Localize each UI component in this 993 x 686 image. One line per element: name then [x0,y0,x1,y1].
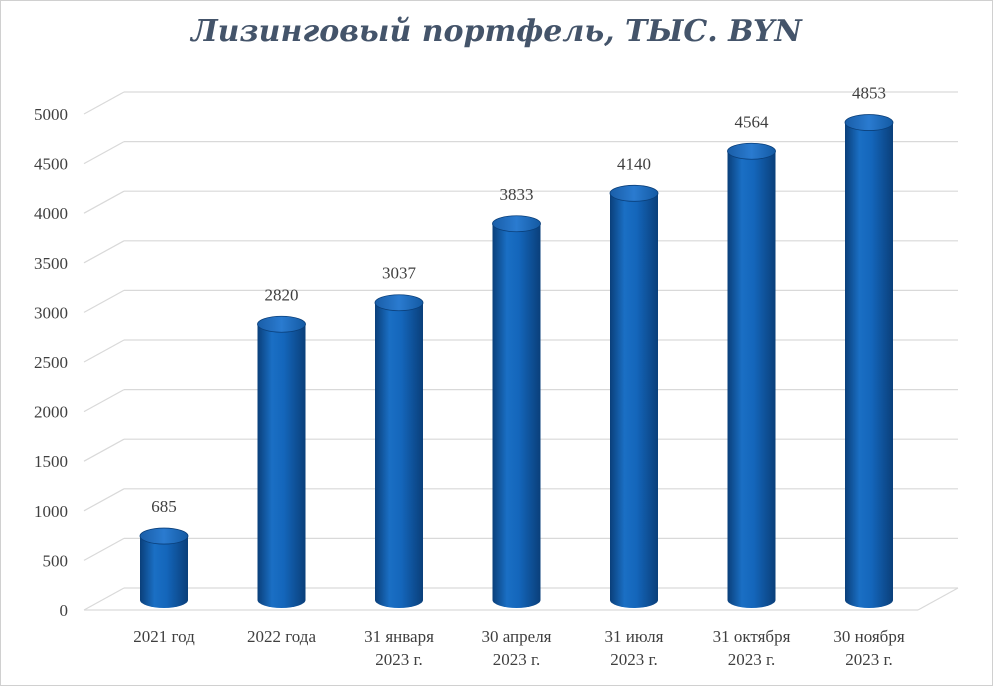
data-label: 4853 [852,84,886,103]
gridline [83,190,958,214]
bar [374,294,424,608]
bar [609,184,659,608]
data-label: 3833 [500,185,534,204]
y-tick-label: 2500 [34,353,68,372]
bar [139,527,189,608]
x-tick-label: 2022 года [247,627,316,646]
data-label: 2820 [265,285,299,304]
y-tick-label: 500 [43,551,69,570]
y-tick-label: 1000 [34,502,68,521]
y-tick-label: 2000 [34,403,68,422]
y-tick-label: 4000 [34,204,68,223]
bar [257,315,306,608]
y-tick-label: 3500 [34,254,68,273]
bar [844,114,894,608]
x-tick-label: 30 апреля 2023 г. [481,627,551,669]
data-label: 4564 [735,112,770,131]
x-tick-label: 31 июля 2023 г. [605,627,664,669]
x-tick-label: 31 января 2023 г. [364,627,434,669]
y-tick-label: 5000 [34,105,68,124]
data-label: 3037 [382,264,417,283]
y-tick-label: 1500 [34,452,68,471]
data-label: 4140 [617,154,651,173]
bar [727,142,776,608]
x-tick-label: 2021 год [133,627,195,646]
y-tick-label: 3000 [34,303,68,322]
x-tick-label: 30 ноября 2023 г. [833,627,904,669]
gridline [83,240,958,264]
chart-title: Лизинговый портфель, ТЫС. BYN [191,14,802,49]
data-label: 685 [151,497,177,516]
gridline [83,91,958,115]
gridline [83,141,958,165]
gridline [83,289,958,313]
x-tick-label: 31 октября 2023 г. [713,627,791,669]
bar [492,215,541,608]
y-tick-label: 4500 [34,155,68,174]
y-tick-label: 0 [60,601,69,620]
